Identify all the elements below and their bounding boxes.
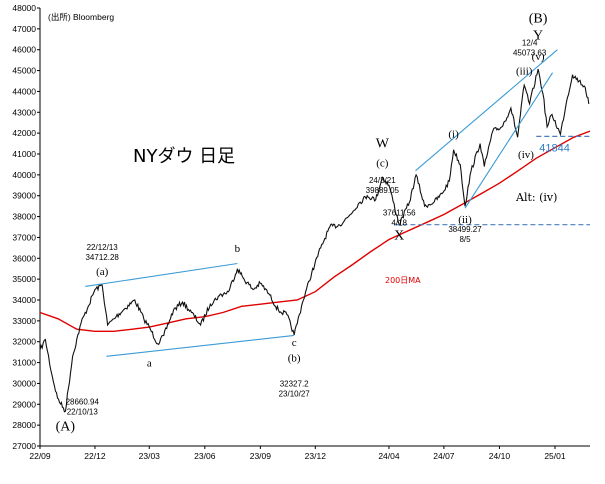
x-tick-label: 23/09 bbox=[250, 451, 272, 461]
y-tick-label: 31000 bbox=[12, 358, 36, 368]
annotation-line: 22/12/13 bbox=[87, 243, 119, 252]
moving-average-line bbox=[39, 130, 591, 332]
annotation-line: 37611.56 bbox=[383, 209, 416, 218]
annotation-line: 39889.05 bbox=[366, 186, 400, 195]
ma-200-line bbox=[39, 130, 591, 332]
wave-label: Y bbox=[533, 28, 543, 43]
annotation-line: 22/10/13 bbox=[67, 407, 99, 416]
chart-title: NYダウ 日足 bbox=[133, 146, 235, 167]
wave-label: (b) bbox=[288, 353, 301, 365]
annotation-line: 24/3/21 bbox=[369, 176, 396, 185]
y-tick-label: 47000 bbox=[12, 24, 36, 34]
annotation-line: 12/4 bbox=[522, 39, 538, 48]
wave-labels: (A) (a) a b c (b) W (c) X (i) (ii) (iii) (iv) (v) Y(B) bbox=[56, 12, 548, 435]
y-tick-label: 29000 bbox=[12, 399, 36, 409]
price-annotation: 32327.2 23/10/27 bbox=[279, 380, 311, 399]
y-tick-label: 38000 bbox=[12, 212, 36, 222]
y-tick-label: 40000 bbox=[12, 170, 36, 180]
annotation-line: 28660.94 bbox=[66, 397, 100, 406]
wave-label: (c) bbox=[376, 158, 389, 170]
wave-label: (v) bbox=[532, 51, 545, 63]
y-tick-label: 27000 bbox=[12, 441, 36, 451]
channel-line bbox=[85, 262, 238, 287]
annotation-line: 34712.28 bbox=[85, 253, 119, 262]
price-annotation: 22/12/13 34712.28 bbox=[85, 243, 119, 262]
trend-channels bbox=[85, 49, 558, 357]
price-annotation: 37611.56 4/18 bbox=[383, 209, 416, 228]
y-tick-label: 30000 bbox=[12, 378, 36, 388]
x-tick-label: 23/06 bbox=[194, 451, 216, 461]
y-tick-label: 46000 bbox=[12, 45, 36, 55]
x-tick-label: 22/09 bbox=[29, 451, 51, 461]
y-tick-label: 37000 bbox=[12, 232, 36, 242]
wave-label: (B) bbox=[529, 12, 548, 27]
annotation-line: 32327.2 bbox=[280, 380, 309, 389]
annotation-line: 38499.27 bbox=[448, 225, 482, 234]
wave-label: (iii) bbox=[516, 66, 533, 78]
x-tick-label: 22/12 bbox=[84, 451, 106, 461]
axes: 27000 28000 29000 30000 31000 32000 33000 34000… bbox=[12, 3, 590, 461]
y-tick-label: 35000 bbox=[12, 274, 36, 284]
price-series bbox=[39, 68, 590, 413]
horizontal-levels: 41844 bbox=[394, 135, 590, 226]
wave-label: a bbox=[147, 358, 152, 370]
wave-label: c bbox=[292, 337, 297, 349]
y-tick-label: 44000 bbox=[12, 86, 36, 96]
x-tick-label: 24/04 bbox=[378, 451, 400, 461]
x-tick-label: 24/10 bbox=[489, 451, 511, 461]
y-tick-label: 33000 bbox=[12, 316, 36, 326]
wave-label: X bbox=[394, 229, 404, 244]
alt-wave-label: Alt: (iv) bbox=[515, 191, 557, 204]
y-tick-label: 45000 bbox=[12, 66, 36, 76]
ma-label: 200日MA bbox=[385, 276, 421, 285]
y-tick-label: 28000 bbox=[12, 420, 36, 430]
annotation-line: 23/10/27 bbox=[279, 390, 311, 399]
channel-line bbox=[415, 49, 558, 172]
wave-label: b bbox=[235, 243, 241, 255]
y-tick-label: 43000 bbox=[12, 107, 36, 117]
price-annotation: 28660.94 22/10/13 bbox=[66, 397, 100, 416]
price-annotation: 12/4 45073.63 bbox=[513, 39, 547, 58]
wave-label: W bbox=[376, 137, 390, 152]
x-tick-label: 23/12 bbox=[305, 451, 327, 461]
y-tick-label: 42000 bbox=[12, 128, 36, 138]
y-tick-label: 48000 bbox=[12, 3, 36, 13]
wave-label: (a) bbox=[96, 266, 109, 278]
price-line bbox=[39, 68, 590, 413]
x-tick-label: 23/03 bbox=[139, 451, 161, 461]
x-tick-label: 24/07 bbox=[433, 451, 455, 461]
level-label: 41844 bbox=[539, 142, 570, 154]
source-label: (出所) Bloomberg bbox=[48, 12, 114, 22]
channel-line bbox=[464, 72, 554, 209]
wave-label: (ii) bbox=[458, 214, 472, 226]
x-tick-label: 25/01 bbox=[544, 451, 566, 461]
y-tick-label: 34000 bbox=[12, 295, 36, 305]
annotation-line: 8/5 bbox=[459, 235, 471, 244]
wave-label: (i) bbox=[448, 128, 459, 140]
annotation-line: 4/18 bbox=[391, 219, 407, 228]
y-tick-label: 39000 bbox=[12, 191, 36, 201]
price-annotation: 24/3/21 39889.05 bbox=[366, 176, 400, 195]
y-tick-label: 36000 bbox=[12, 253, 36, 263]
price-annotation: 38499.27 8/5 bbox=[448, 225, 482, 244]
channel-line bbox=[106, 334, 295, 357]
wave-label: (A) bbox=[56, 419, 76, 434]
wave-label: (iv) bbox=[518, 149, 534, 161]
annotation-line: 45073.63 bbox=[513, 49, 547, 58]
y-tick-label: 32000 bbox=[12, 337, 36, 347]
y-tick-label: 41000 bbox=[12, 149, 36, 159]
